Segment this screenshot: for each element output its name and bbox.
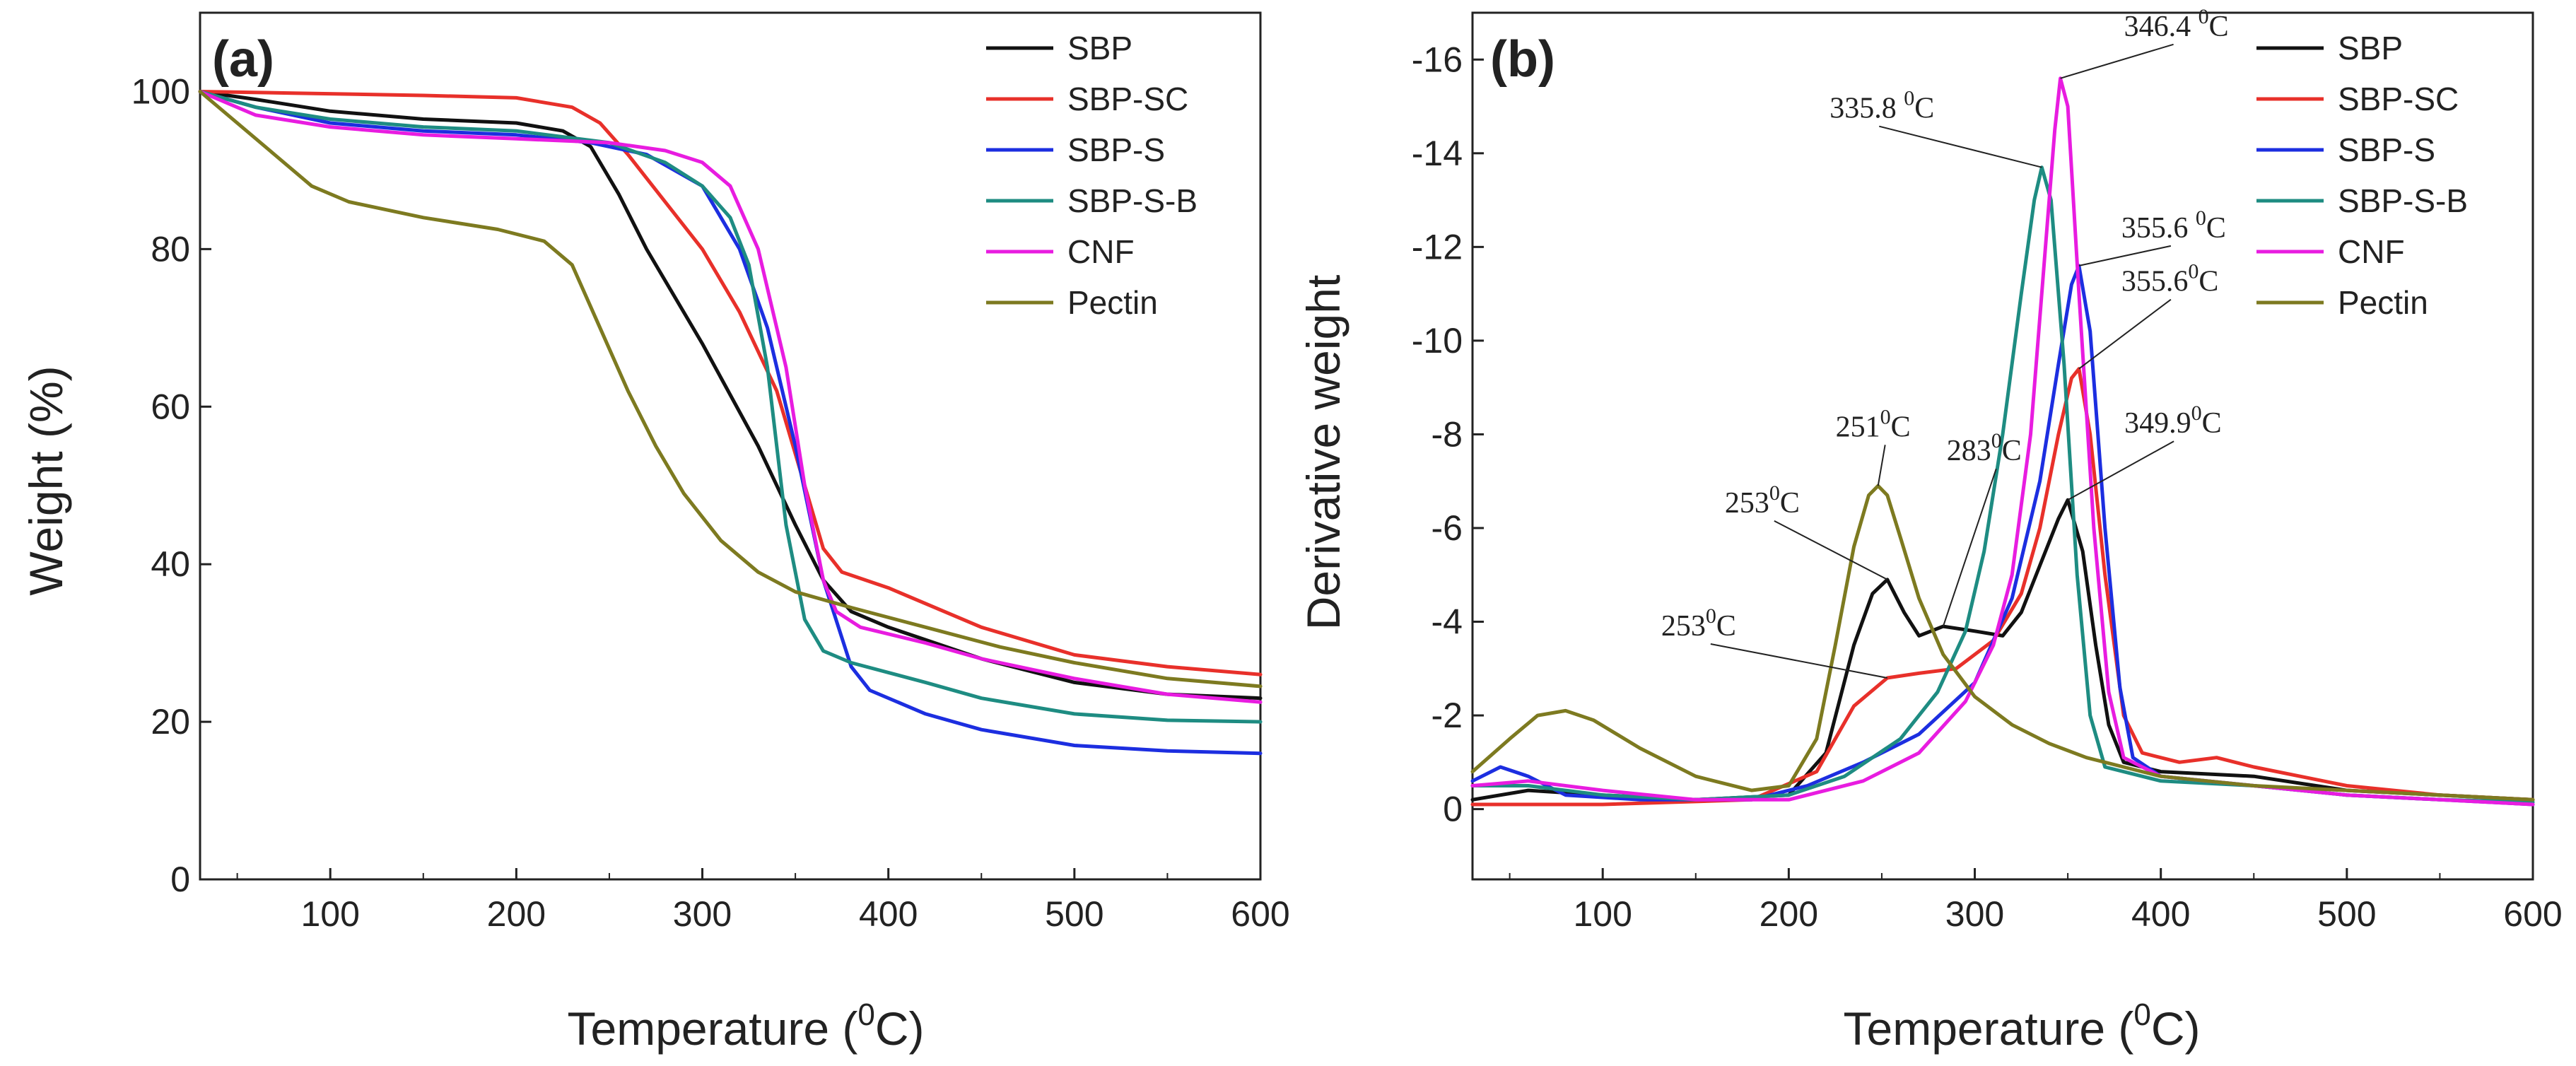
legend-label: SBP-S bbox=[1067, 131, 1165, 168]
annotation-leader bbox=[2078, 298, 2172, 370]
annotation-leader bbox=[1942, 468, 1997, 627]
series-line-sbp-s bbox=[198, 90, 1263, 756]
y-tick-label: -16 bbox=[1412, 40, 1463, 79]
x-tick-label: 100 bbox=[1573, 894, 1632, 934]
panel-b-xlabel: Temperature (0C) bbox=[1844, 997, 2201, 1055]
x-tick-label: 500 bbox=[2317, 894, 2376, 934]
annotation-leader bbox=[2078, 245, 2172, 266]
y-tick-label: 0 bbox=[1443, 790, 1463, 829]
x-tick-label: 500 bbox=[1045, 894, 1103, 934]
peak-annotation: 355.6 0C bbox=[2121, 206, 2226, 245]
annotation-leader bbox=[1710, 643, 1888, 679]
peak-annotation: 2530C bbox=[1661, 604, 1736, 643]
y-tick-label: -8 bbox=[1432, 414, 1463, 454]
plot-frame bbox=[1471, 11, 2534, 881]
panel-a-label: (a) bbox=[212, 31, 274, 88]
legend-label: SBP bbox=[1067, 30, 1132, 66]
panel-a-chart: (a) Weight (%) Temperature (0C) 100 200 30… bbox=[20, 11, 1290, 1055]
panel-b-chart: (b) Derivative weight Temperature (0C) 1… bbox=[1297, 5, 2563, 1055]
series-line-sbp-s bbox=[1470, 264, 2535, 807]
x-tick-label: 400 bbox=[859, 894, 918, 934]
panel-a-xlabel: Temperature (0C) bbox=[568, 997, 925, 1055]
x-tick-label: 600 bbox=[1231, 894, 1289, 934]
series-line-sbp-s-b bbox=[198, 90, 1263, 724]
y-tick-label: -4 bbox=[1432, 602, 1463, 642]
peak-annotation: 349.90C bbox=[2124, 402, 2222, 440]
series-line-sbp-sc bbox=[198, 90, 1263, 676]
legend-label: CNF bbox=[1067, 233, 1135, 270]
peak-annotation: 335.8 0C bbox=[1829, 87, 1934, 125]
y-tick-label: 20 bbox=[151, 702, 190, 742]
peak-annotation: 2830C bbox=[1947, 429, 2022, 467]
y-tick-label: 0 bbox=[170, 860, 190, 899]
peak-annotation: 346.4 0C bbox=[2124, 5, 2229, 43]
panel-b-label: (b) bbox=[1490, 31, 1555, 88]
panel-b-ylabel: Derivative weight bbox=[1297, 275, 1350, 631]
legend-label: SBP-S bbox=[2338, 131, 2435, 168]
x-tick-label: 100 bbox=[300, 894, 359, 934]
x-tick-label: 600 bbox=[2503, 894, 2562, 934]
y-tick-label: 100 bbox=[131, 71, 190, 111]
peak-annotation: 2510C bbox=[1836, 405, 1911, 443]
peak-annotation: 2530C bbox=[1725, 481, 1800, 520]
series-line-pectin bbox=[198, 90, 1263, 689]
legend-label: Pectin bbox=[1067, 284, 1158, 321]
annotation-leader bbox=[2067, 440, 2174, 501]
series-line-sbp-s-b bbox=[1470, 165, 2535, 804]
series-line-cnf bbox=[198, 90, 1263, 704]
legend-label: SBP-S-B bbox=[1067, 182, 1198, 219]
y-tick-label: -2 bbox=[1432, 696, 1463, 735]
annotation-leader bbox=[1877, 445, 1886, 486]
x-tick-label: 200 bbox=[487, 894, 546, 934]
legend-label: SBP-SC bbox=[1067, 81, 1188, 117]
legend-label: SBP-SC bbox=[2338, 81, 2459, 117]
legend-label: SBP bbox=[2338, 30, 2403, 66]
panel-a-ylabel: Weight (%) bbox=[20, 365, 72, 595]
y-tick-label: -14 bbox=[1412, 134, 1463, 173]
y-tick-label: -6 bbox=[1432, 508, 1463, 548]
x-tick-label: 300 bbox=[1945, 894, 2004, 934]
series-line-sbp bbox=[1470, 498, 2535, 802]
x-tick-label: 300 bbox=[673, 894, 732, 934]
annotation-leader bbox=[2060, 43, 2174, 79]
y-tick-label: -12 bbox=[1412, 227, 1463, 266]
y-tick-label: -10 bbox=[1412, 321, 1463, 361]
legend-label: CNF bbox=[2338, 233, 2405, 270]
legend-label: SBP-S-B bbox=[2338, 182, 2468, 219]
y-tick-label: 80 bbox=[151, 229, 190, 269]
x-tick-label: 400 bbox=[2131, 894, 2190, 934]
annotation-leader bbox=[1879, 125, 2042, 168]
series-line-pectin bbox=[1470, 484, 2535, 802]
y-tick-label: 40 bbox=[151, 544, 190, 584]
x-tick-label: 200 bbox=[1760, 894, 1818, 934]
plot-frame bbox=[199, 11, 1262, 881]
y-tick-label: 60 bbox=[151, 387, 190, 426]
annotation-leader bbox=[1774, 520, 1888, 580]
legend-label: Pectin bbox=[2338, 284, 2428, 321]
peak-annotation: 355.60C bbox=[2121, 260, 2219, 298]
